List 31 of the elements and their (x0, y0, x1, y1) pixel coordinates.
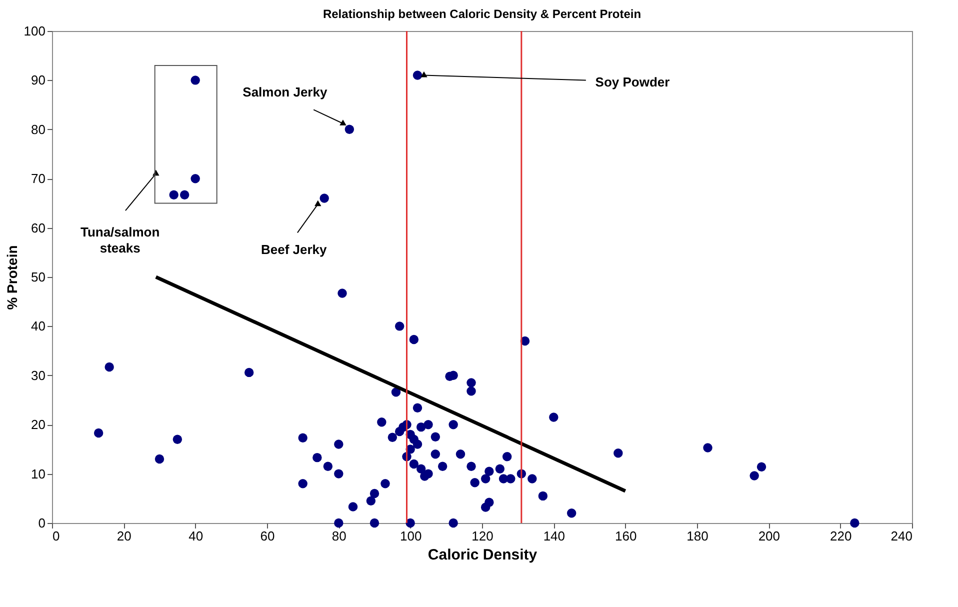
y-tick-label: 30 (31, 368, 46, 383)
x-tick-label: 80 (332, 528, 346, 544)
x-tick-label: 100 (400, 528, 422, 544)
y-axis-title: % Protein (4, 245, 20, 310)
y-tick-label: 50 (31, 270, 46, 284)
x-tick-label: 140 (543, 528, 566, 544)
x-tick-label: 120 (472, 528, 494, 544)
x-tick-label: 60 (260, 528, 275, 544)
y-tick-label: 100 (24, 24, 46, 38)
x-tick-label: 180 (686, 528, 708, 544)
annotation: Beef Jerky (260, 242, 328, 257)
x-tick-label: 240 (890, 528, 912, 544)
x-axis-title: Caloric Density (428, 546, 538, 564)
annotation: Salmon Jerky (242, 84, 328, 100)
x-tick-label: 220 (830, 528, 852, 544)
y-tick-label: 60 (31, 220, 46, 236)
y-tick-label: 70 (31, 171, 46, 186)
x-tick-label: 160 (614, 528, 637, 544)
chart-title: Relationship between Caloric Density & Percent Protein (322, 7, 642, 21)
annotation: Soy Powder (595, 74, 670, 90)
y-tick-label: 80 (31, 122, 46, 137)
y-tick-label: 90 (31, 72, 46, 88)
annotation: Tuna/salmon steaks (80, 224, 160, 256)
x-tick-label: 200 (758, 528, 780, 544)
x-tick-label: 20 (116, 528, 132, 544)
x-tick-label: 40 (188, 528, 204, 544)
y-tick-label: 40 (31, 318, 46, 334)
y-tick-label: 10 (31, 466, 46, 482)
y-tick-label: 0 (38, 516, 46, 530)
y-tick-label: 20 (31, 417, 46, 432)
x-tick-label: 0 (52, 528, 60, 544)
